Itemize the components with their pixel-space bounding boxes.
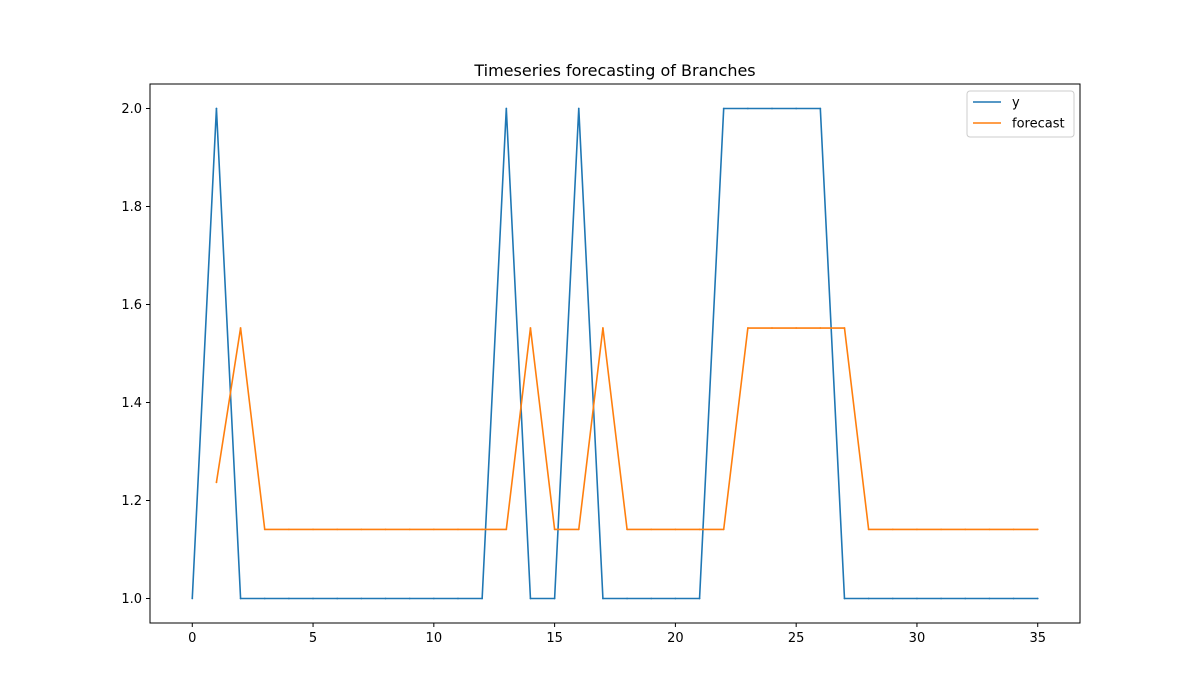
data-point-y-9 (408, 597, 411, 600)
data-point-y-10 (432, 597, 435, 600)
data-point-y-19 (650, 597, 653, 600)
data-point-y-33 (988, 597, 991, 600)
data-point-forecast-32 (988, 528, 991, 531)
series-line-forecast (215, 327, 1038, 531)
data-point-forecast-14 (553, 528, 556, 531)
data-point-forecast-23 (771, 327, 773, 329)
data-point-forecast-33 (1012, 528, 1015, 531)
data-point-y-18 (626, 597, 628, 600)
data-point-y-11 (457, 597, 459, 600)
y-tick-label: 1.8 (121, 200, 142, 215)
x-tick-label: 5 (309, 631, 317, 646)
data-point-y-35 (1036, 597, 1039, 600)
data-point-y-12 (481, 597, 484, 600)
y-tick-label: 1.6 (121, 298, 142, 313)
data-point-forecast-22 (746, 327, 749, 329)
data-point-forecast-6 (360, 528, 363, 531)
data-point-forecast-13 (529, 327, 532, 329)
data-point-forecast-9 (432, 528, 435, 531)
data-point-forecast-29 (916, 528, 918, 531)
data-point-y-0 (191, 597, 194, 600)
data-point-y-29 (891, 597, 894, 600)
x-tick-label: 25 (788, 631, 805, 646)
data-point-forecast-0 (215, 481, 218, 484)
data-point-forecast-1 (239, 327, 242, 329)
data-point-y-7 (360, 597, 363, 600)
series-line-y (191, 107, 1038, 600)
data-point-y-22 (722, 107, 725, 110)
x-tick-label: 35 (1029, 631, 1046, 646)
legend-label-y: y (1012, 96, 1020, 111)
data-point-forecast-26 (843, 327, 846, 329)
data-point-forecast-17 (626, 528, 628, 531)
data-point-y-2 (239, 597, 242, 600)
data-point-forecast-21 (722, 528, 725, 531)
data-point-y-13 (505, 107, 508, 110)
data-point-y-6 (336, 597, 339, 600)
data-point-forecast-31 (964, 528, 967, 531)
x-tick-label: 15 (546, 631, 563, 646)
data-point-y-4 (288, 597, 290, 600)
data-point-forecast-10 (457, 528, 459, 531)
plot-frame (149, 83, 1081, 624)
data-point-y-8 (384, 597, 387, 600)
y-tick-label: 1.0 (121, 592, 142, 607)
data-point-forecast-3 (288, 528, 290, 531)
data-point-forecast-24 (795, 327, 798, 329)
y-tick-label: 2.0 (121, 102, 142, 117)
data-point-y-31 (940, 597, 942, 600)
x-axis: 0 5 10 15 20 25 30 35 (188, 623, 1046, 646)
y-tick-label: 1.4 (121, 396, 142, 411)
data-point-y-24 (771, 107, 773, 110)
x-tick-label: 0 (188, 631, 196, 646)
data-point-forecast-15 (577, 528, 580, 531)
data-point-y-21 (698, 597, 701, 600)
x-tick-label: 10 (426, 631, 443, 646)
x-tick-label: 20 (667, 631, 684, 646)
data-point-forecast-4 (312, 528, 314, 531)
data-point-y-15 (553, 597, 556, 600)
data-point-forecast-5 (336, 528, 339, 531)
data-point-y-20 (674, 597, 677, 600)
legend: y forecast (966, 90, 1075, 138)
data-point-y-17 (602, 597, 604, 600)
data-point-forecast-19 (674, 528, 677, 531)
y-tick-label: 1.2 (121, 494, 142, 509)
data-point-forecast-25 (819, 327, 822, 329)
data-point-forecast-16 (602, 327, 604, 329)
chart-title: Timeseries forecasting of Branches (473, 61, 755, 80)
data-point-y-27 (843, 597, 846, 600)
data-point-y-14 (529, 597, 532, 600)
data-point-forecast-7 (384, 528, 387, 531)
data-point-y-30 (916, 597, 918, 600)
legend-label-forecast: forecast (1012, 117, 1065, 132)
data-point-y-1 (215, 107, 218, 110)
data-point-y-5 (312, 597, 314, 600)
data-point-forecast-28 (891, 528, 894, 531)
data-point-forecast-8 (408, 528, 411, 531)
data-point-forecast-2 (263, 528, 266, 531)
data-point-y-23 (746, 107, 749, 110)
data-point-forecast-11 (481, 528, 484, 531)
data-point-y-32 (964, 597, 967, 600)
y-axis: 1.0 1.2 1.4 1.6 1.8 2.0 (121, 102, 150, 607)
data-point-forecast-30 (940, 528, 942, 531)
x-tick-label: 30 (909, 631, 926, 646)
data-point-forecast-18 (650, 528, 653, 531)
plot-lines (191, 107, 1039, 600)
data-point-forecast-20 (698, 528, 701, 531)
data-point-y-34 (1012, 597, 1015, 600)
data-point-forecast-12 (505, 528, 508, 531)
data-point-y-26 (819, 107, 822, 110)
data-point-y-25 (795, 107, 798, 110)
data-point-forecast-34 (1036, 528, 1039, 531)
data-point-y-16 (577, 107, 580, 110)
data-point-forecast-27 (867, 528, 870, 531)
data-point-y-28 (867, 597, 870, 600)
data-point-y-3 (263, 597, 266, 600)
